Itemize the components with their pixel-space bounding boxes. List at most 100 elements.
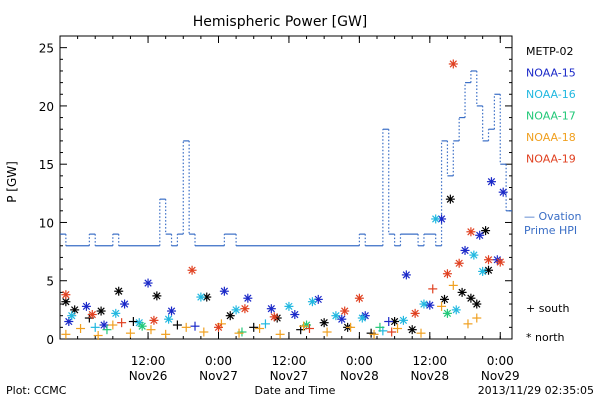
noaa-19-point [442, 269, 452, 279]
noaa-15-point [266, 304, 276, 314]
noaa-19-point [484, 255, 494, 265]
noaa-19-point [466, 227, 476, 237]
metp-02-point [249, 322, 259, 332]
noaa-18-point [255, 324, 265, 334]
y-tick-label: 15 [39, 158, 54, 172]
legend-noaa-15: NOAA-15 [526, 67, 576, 80]
noaa-16-point [164, 314, 174, 324]
noaa-19-point [149, 315, 159, 325]
footer-credit: Plot: CCMC [6, 384, 67, 397]
noaa-17-point [102, 325, 112, 335]
x-tick-label-time: 0:00 [205, 354, 232, 368]
x-tick-label-date: Nov27 [270, 369, 309, 383]
noaa-15-point [190, 321, 200, 331]
noaa-19-point [428, 284, 438, 294]
legend-ovation-line1: — Ovation [524, 210, 582, 223]
noaa-15-point [290, 310, 300, 320]
noaa-19-point [354, 293, 364, 303]
noaa-16-point [67, 311, 77, 321]
metp-02-point [407, 325, 417, 335]
y-tick-label: 5 [46, 275, 54, 289]
noaa-18-point [199, 327, 209, 337]
noaa-19-point [269, 312, 279, 322]
metp-02-point [319, 318, 329, 328]
noaa-19-point [87, 310, 97, 320]
chart-title: Hemispheric Power [GW] [193, 14, 368, 30]
noaa-18-point [125, 328, 135, 338]
noaa-18-point [76, 324, 86, 334]
noaa-15-point [475, 230, 485, 240]
noaa-19-point [410, 308, 420, 318]
metp-02-point [225, 311, 235, 321]
noaa-18-point [181, 322, 191, 332]
noaa-18-point [369, 329, 379, 339]
noaa-18-point [393, 324, 403, 334]
noaa-16-point [478, 266, 488, 276]
noaa-15-point [401, 270, 411, 280]
noaa-18-point [108, 320, 118, 330]
legend-noaa-17: NOAA-17 [526, 110, 576, 123]
noaa-19-point [240, 304, 250, 314]
x-axis-label: Date and Time [255, 384, 336, 397]
noaa-16-point [431, 214, 441, 224]
x-tick-label-time: 12:00 [272, 354, 307, 368]
noaa-15-point [120, 299, 130, 309]
metp-02-point [128, 317, 138, 327]
noaa-16-point [284, 301, 294, 311]
noaa-18-point [275, 329, 285, 339]
marker-key-north: * north [526, 331, 565, 344]
x-tick-label-time: 0:00 [346, 354, 373, 368]
noaa-17-point [442, 308, 452, 318]
noaa-17-point [137, 321, 147, 331]
noaa-18-point [61, 329, 71, 339]
legend-metp-02: METP-02 [526, 45, 574, 58]
noaa-15-point [425, 300, 435, 310]
metp-02-point [484, 265, 494, 275]
noaa-15-point [384, 317, 394, 327]
noaa-18-point [234, 328, 244, 338]
metp-02-point [114, 286, 124, 296]
metp-02-point [61, 297, 71, 307]
x-tick-label-date: Nov29 [481, 369, 520, 383]
noaa-19-point [495, 257, 505, 267]
noaa-16-point [357, 313, 367, 323]
metp-02-point [152, 291, 162, 301]
noaa-15-point [437, 214, 447, 224]
metp-02-point [445, 194, 455, 204]
noaa-18-point [346, 322, 356, 332]
noaa-16-point [196, 292, 206, 302]
y-tick-label: 25 [39, 42, 54, 56]
noaa-16-point [331, 311, 341, 321]
noaa-15-point [99, 320, 109, 330]
x-tick-label-date: Nov28 [340, 369, 379, 383]
metp-02-point [466, 293, 476, 303]
y-tick-label: 0 [46, 333, 54, 347]
metp-02-point [96, 306, 106, 316]
noaa-19-point [304, 324, 314, 334]
noaa-16-point [90, 322, 100, 332]
legend-ovation-line2: Prime HPI [524, 224, 577, 237]
noaa-19-point [117, 318, 127, 328]
noaa-15-point [167, 306, 177, 316]
noaa-18-point [299, 321, 309, 331]
x-tick-label-time: 12:00 [131, 354, 166, 368]
noaa-19-point [61, 290, 71, 300]
x-tick-label-date: Nov26 [129, 369, 168, 383]
footer-timestamp: 2013/11/29 02:35:05 [478, 384, 594, 397]
marker-key-south: + south [526, 302, 569, 315]
axes: 051015202512:00Nov260:00Nov2712:00Nov270… [39, 35, 520, 383]
legend-noaa-16: NOAA-16 [526, 88, 576, 101]
noaa-18-point [146, 325, 156, 335]
noaa-15-point [219, 286, 229, 296]
noaa-19-point [340, 306, 350, 316]
noaa-16-point [451, 305, 461, 315]
noaa-18-point [448, 280, 458, 290]
noaa-16-point [398, 315, 408, 325]
noaa-18-point [93, 331, 103, 341]
y-tick-label: 20 [39, 100, 54, 114]
noaa-15-point [486, 177, 496, 187]
noaa-18-point [416, 328, 426, 338]
noaa-16-point [419, 299, 429, 309]
noaa-15-point [143, 278, 153, 288]
